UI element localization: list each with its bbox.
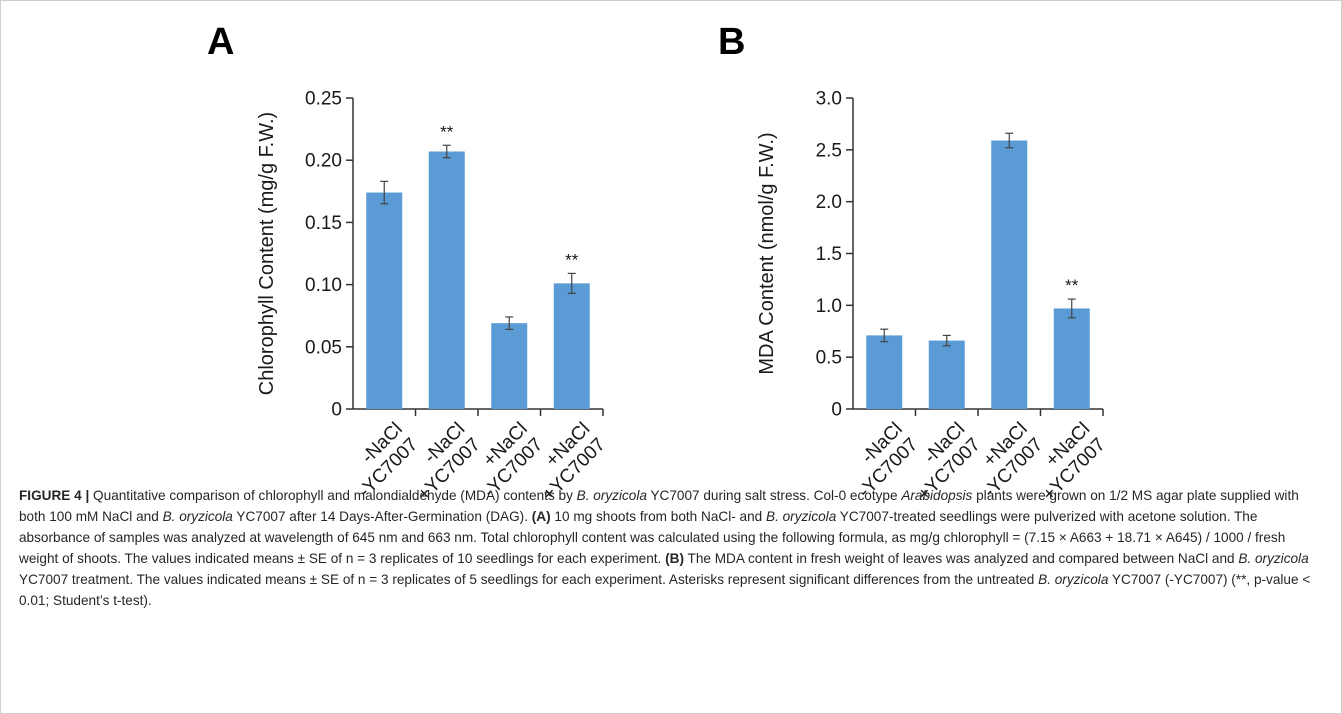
chlorophyll-bar-chart: Chlorophyll Content (mg/g F.W.) 0 0.05 0.10… <box>256 89 610 506</box>
y-tick-label: 0 <box>831 400 842 421</box>
caption-segment: YC7007 treatment. The values indicated m… <box>19 572 1039 587</box>
y-tick-label: 1.5 <box>816 244 842 265</box>
caption-body: Quantitative comparison of chlorophyll a… <box>19 488 1310 608</box>
y-tick-label: 0.15 <box>305 213 342 234</box>
y-tick-label: 0.20 <box>305 151 342 172</box>
y-axis-label: MDA Content (nmol/g F.W.) <box>756 132 778 374</box>
significance-marker: ** <box>565 250 579 269</box>
caption-segment: B. oryzicola <box>766 509 837 524</box>
y-tick-label: 0 <box>331 400 342 421</box>
y-tick-label: 2.0 <box>816 192 842 213</box>
bar <box>928 340 965 409</box>
mda-bar-chart: MDA Content (nmol/g F.W.) 0 0.5 1.0 1.5 2.0 2.… <box>756 89 1110 506</box>
y-tick-label: 0.25 <box>305 89 342 110</box>
caption-segment: Arabidopsis <box>901 488 973 503</box>
caption-segment: Quantitative comparison of chlorophyll a… <box>89 488 577 503</box>
caption-segment: YC7007 during salt stress. Col-0 ecotype <box>646 488 902 503</box>
y-tick-label: 0.10 <box>305 275 342 296</box>
figure-caption: FIGURE 4 | Quantitative comparison of ch… <box>19 485 1319 611</box>
bar <box>428 151 465 409</box>
y-tick-label: 0.5 <box>816 348 842 369</box>
caption-segment: YC7007 after 14 Days-After-Germination (… <box>232 509 532 524</box>
bar <box>1053 308 1090 409</box>
caption-segment: 10 mg shoots from both NaCl- and <box>550 509 766 524</box>
y-axis-label: Chlorophyll Content (mg/g F.W.) <box>256 112 278 395</box>
y-tick-label: 0.05 <box>305 337 342 358</box>
caption-segment: B. oryzicola <box>162 509 233 524</box>
caption-segment: (B) <box>665 551 684 566</box>
y-tick-label: 1.0 <box>816 296 842 317</box>
caption-segment: YC7007-treated seedlings were pulverized… <box>19 509 1286 566</box>
caption-segment: B. oryzicola <box>576 488 647 503</box>
bar <box>366 192 403 409</box>
panel-label-b: B <box>718 21 746 63</box>
y-tick-label: 3.0 <box>816 89 842 110</box>
significance-marker: ** <box>440 122 454 141</box>
caption-segment: B. oryzicola <box>1238 551 1309 566</box>
significance-marker: ** <box>1065 276 1079 295</box>
caption-segment: The MDA content in fresh weight of leave… <box>683 551 1239 566</box>
caption-segment: (A) <box>531 509 551 524</box>
figure-label: FIGURE 4 | <box>19 488 90 503</box>
y-tick-label: 2.5 <box>816 140 842 161</box>
caption-segment: plants were grown on 1/2 MS agar plate s… <box>19 488 1299 524</box>
panel-label-a: A <box>207 21 235 63</box>
caption-segment: YC7007 (-YC7007) (**, p-value < 0.01; St… <box>19 572 1311 608</box>
bar <box>491 323 528 409</box>
caption-segment: B. oryzicola <box>1038 572 1109 587</box>
bar <box>991 140 1028 409</box>
bar <box>553 283 590 409</box>
bar <box>866 335 903 409</box>
